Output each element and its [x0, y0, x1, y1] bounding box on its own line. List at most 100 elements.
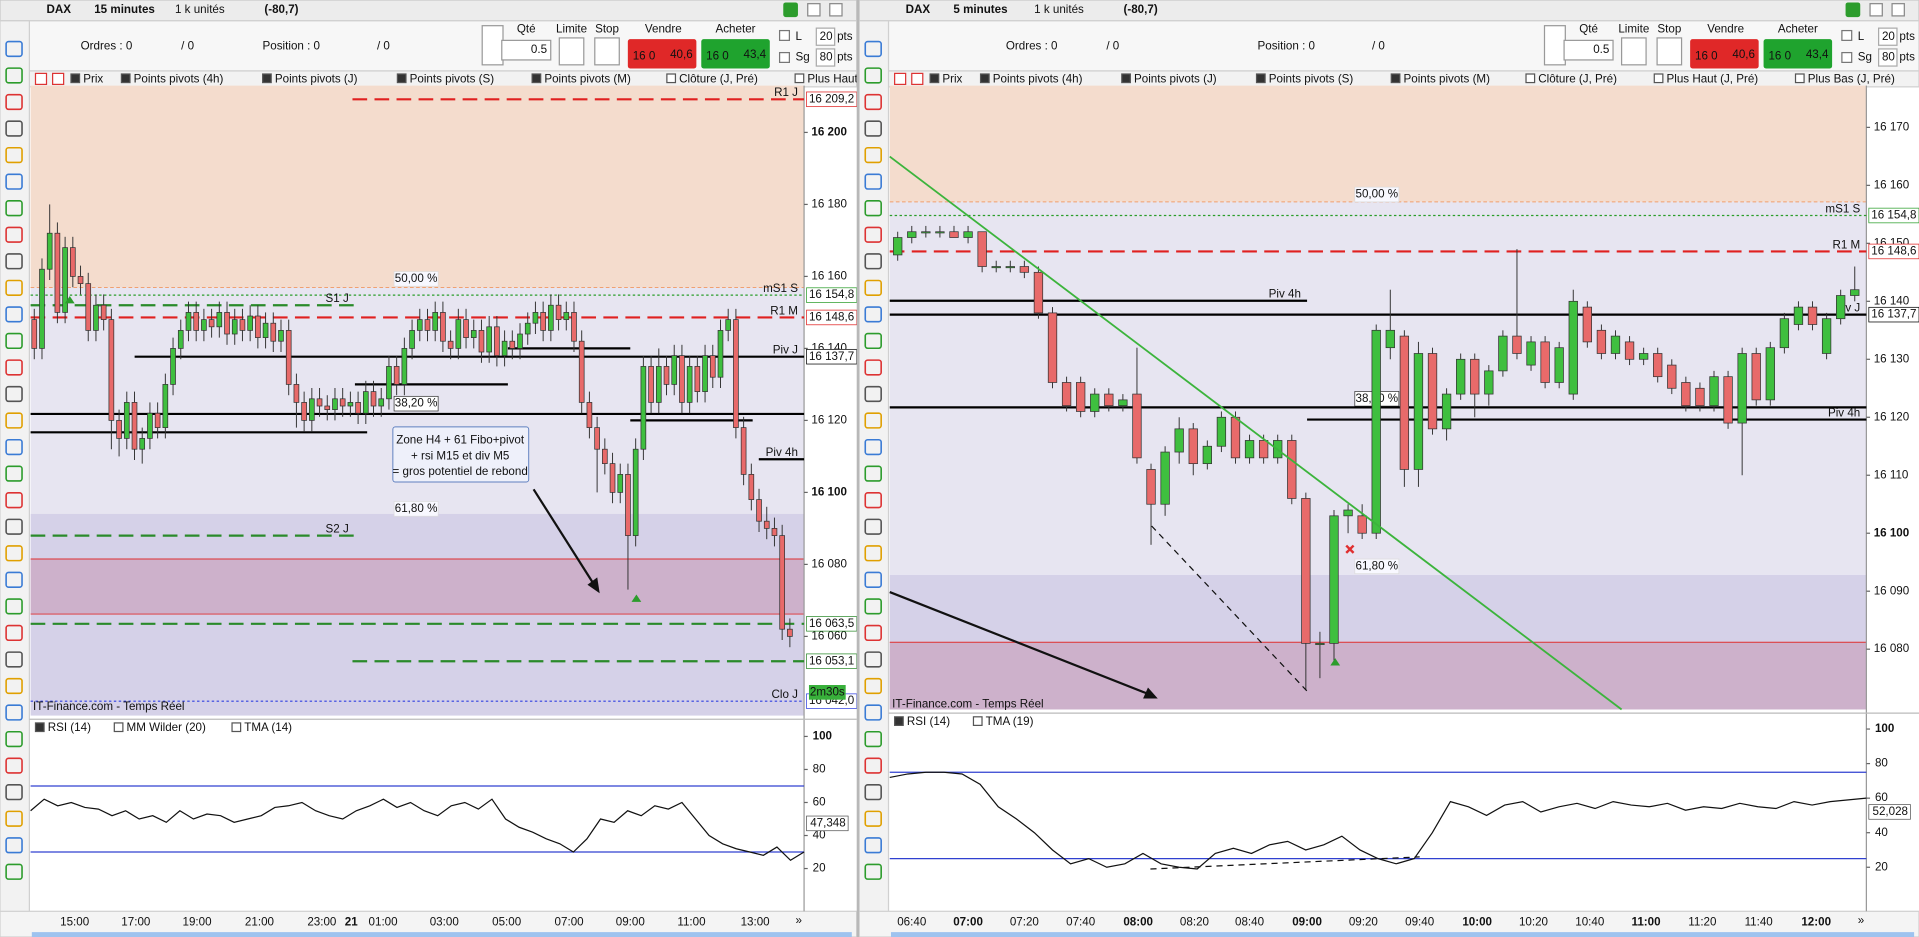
legend-item[interactable]: Points pivots (S) — [1269, 73, 1354, 86]
legend-checkbox[interactable] — [1794, 73, 1805, 84]
tool-button[interactable] — [5, 677, 23, 695]
alert-icon[interactable] — [783, 2, 798, 18]
tool-button[interactable] — [5, 571, 23, 588]
tool-button[interactable] — [5, 730, 23, 748]
legend-checkbox[interactable] — [531, 73, 542, 84]
legend-checkbox[interactable] — [666, 73, 677, 84]
legend-button[interactable] — [911, 72, 924, 86]
qty-input[interactable] — [1563, 39, 1614, 61]
tool-button[interactable] — [5, 810, 23, 827]
rsi-legend-item[interactable]: RSI (14) — [48, 721, 91, 734]
buy-button[interactable] — [701, 39, 770, 69]
tool-button[interactable] — [864, 359, 882, 376]
rsi-legend-item[interactable]: TMA (14) — [244, 721, 292, 734]
tool-button[interactable] — [5, 359, 23, 376]
tool-button[interactable] — [5, 306, 23, 323]
tool-button[interactable] — [864, 465, 882, 482]
units[interactable]: 1 k unités — [175, 3, 225, 16]
legend-item[interactable]: Prix — [83, 73, 103, 86]
tool-button[interactable] — [864, 226, 882, 243]
tool-button[interactable] — [5, 492, 23, 509]
tool-button[interactable] — [5, 863, 23, 880]
rsi-legend-item[interactable]: TMA (19) — [986, 715, 1034, 728]
tool-button[interactable] — [5, 651, 23, 668]
legend-item[interactable]: Points pivots (J) — [275, 73, 358, 86]
alert-icon[interactable] — [1845, 2, 1861, 18]
order-tool[interactable] — [1543, 25, 1566, 66]
tool-button[interactable] — [5, 518, 23, 535]
tool-button[interactable] — [864, 40, 882, 58]
tool-button[interactable] — [864, 279, 882, 296]
legend-button[interactable] — [52, 72, 65, 86]
tool-button[interactable] — [864, 810, 882, 827]
tool-button[interactable] — [5, 545, 23, 562]
l-checkbox[interactable] — [1841, 29, 1853, 41]
tool-button[interactable] — [5, 598, 23, 615]
legend-checkbox[interactable] — [794, 73, 805, 84]
tool-button[interactable] — [864, 677, 882, 695]
instrument[interactable]: DAX — [906, 3, 931, 16]
order-tool[interactable] — [481, 25, 504, 66]
tool-button[interactable] — [864, 598, 882, 615]
tool-button[interactable] — [5, 438, 23, 456]
tool-button[interactable] — [5, 784, 23, 801]
legend-checkbox[interactable] — [1653, 73, 1664, 84]
tool-button[interactable] — [5, 385, 23, 403]
legend-checkbox[interactable] — [396, 73, 407, 84]
pts-input[interactable] — [1878, 48, 1898, 67]
tool-button[interactable] — [5, 279, 23, 296]
tool-button[interactable] — [864, 730, 882, 748]
tool-button[interactable] — [864, 120, 882, 137]
stop-button[interactable] — [1656, 37, 1683, 66]
l-checkbox[interactable] — [778, 29, 790, 41]
buy-button[interactable] — [1763, 39, 1833, 69]
legend-checkbox[interactable] — [70, 73, 81, 84]
tool-button[interactable] — [864, 253, 882, 270]
tool-button[interactable] — [5, 200, 23, 217]
tool-button[interactable] — [864, 412, 882, 429]
legend-checkbox[interactable] — [929, 73, 940, 84]
tool-button[interactable] — [864, 146, 882, 164]
legend-item[interactable]: Plus Bas (J, Pré) — [1808, 73, 1895, 86]
tool-button[interactable] — [5, 40, 23, 58]
legend-button[interactable] — [894, 72, 907, 86]
tool-button[interactable] — [864, 571, 882, 588]
tool-button[interactable] — [5, 120, 23, 137]
qty-input[interactable] — [501, 39, 552, 61]
legend-checkbox[interactable] — [1390, 73, 1401, 84]
window-button[interactable] — [807, 3, 821, 17]
tool-button[interactable] — [5, 412, 23, 429]
window-button[interactable] — [829, 3, 843, 17]
legend-item[interactable]: Points pivots (M) — [1404, 73, 1491, 86]
legend-item[interactable]: Plus Haut (J, Pré) — [1667, 73, 1759, 86]
tool-button[interactable] — [864, 200, 882, 217]
legend-checkbox[interactable] — [894, 716, 904, 726]
legend-item[interactable]: Points pivots (M) — [544, 73, 631, 86]
tool-button[interactable] — [864, 518, 882, 535]
legend-item[interactable]: Clôture (J, Pré) — [679, 73, 758, 86]
tool-button[interactable] — [5, 332, 23, 350]
tool-button[interactable] — [864, 545, 882, 562]
legend-checkbox[interactable] — [231, 722, 242, 733]
tool-button[interactable] — [5, 146, 23, 164]
tool-button[interactable] — [864, 784, 882, 801]
legend-item[interactable]: Clôture (J, Pré) — [1538, 73, 1617, 86]
limit-button[interactable] — [1620, 37, 1647, 66]
legend-button[interactable] — [34, 72, 48, 86]
rsi-legend-item[interactable]: MM Wilder (20) — [127, 721, 206, 734]
timeframe[interactable]: 15 minutes — [94, 3, 155, 16]
sell-button[interactable] — [1690, 39, 1759, 69]
legend-checkbox[interactable] — [1255, 73, 1266, 84]
tool-button[interactable] — [5, 67, 23, 84]
tool-button[interactable] — [864, 757, 882, 774]
tool-button[interactable] — [864, 67, 882, 84]
limit-button[interactable] — [558, 37, 585, 66]
tool-button[interactable] — [5, 624, 23, 642]
tool-button[interactable] — [5, 93, 23, 111]
tool-button[interactable] — [5, 837, 23, 854]
legend-checkbox[interactable] — [113, 722, 124, 733]
instrument[interactable]: DAX — [47, 3, 72, 16]
tool-button[interactable] — [5, 465, 23, 482]
window-button[interactable] — [1891, 3, 1905, 17]
pts-input[interactable] — [1878, 27, 1898, 46]
